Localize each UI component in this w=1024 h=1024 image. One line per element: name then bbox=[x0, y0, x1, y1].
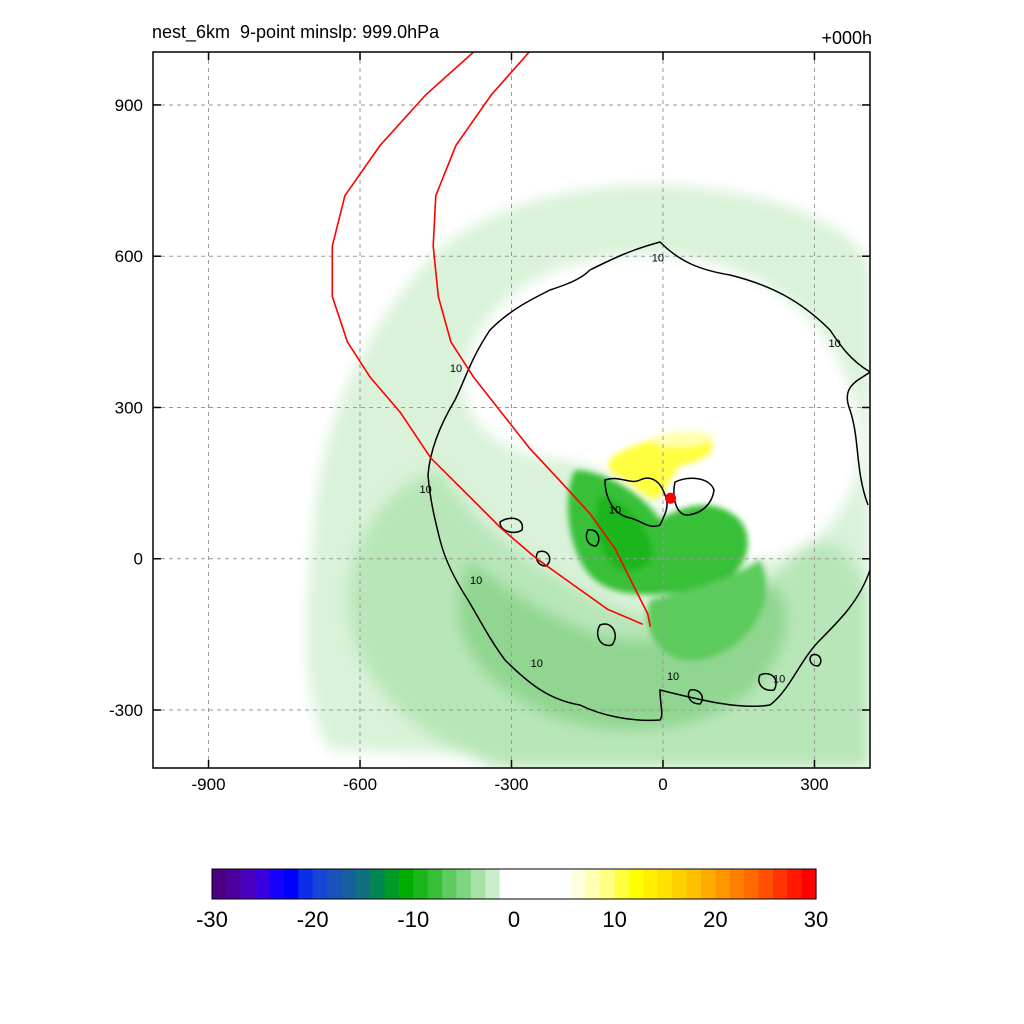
contour-label: 10 bbox=[667, 671, 679, 683]
field-core-pale-yellow bbox=[650, 430, 715, 447]
colorbar-swatch bbox=[456, 869, 472, 899]
colorbar-swatch bbox=[801, 869, 817, 899]
x-tick-label: 0 bbox=[658, 775, 667, 794]
colorbar-swatch bbox=[514, 869, 529, 899]
colorbar-swatch bbox=[744, 869, 760, 899]
contour-10-main bbox=[427, 241, 870, 722]
contour-10-blob-a bbox=[499, 517, 524, 534]
y-tick-label: -300 bbox=[109, 701, 143, 720]
x-tick-label: 300 bbox=[800, 775, 828, 794]
contour-label: 10 bbox=[420, 484, 432, 496]
colorbar-swatch bbox=[413, 869, 429, 899]
contour-label: 10 bbox=[652, 252, 664, 264]
colorbar-swatch bbox=[772, 869, 788, 899]
colorbar-swatch bbox=[485, 869, 501, 899]
contour-label: 10 bbox=[609, 504, 621, 516]
colorbar-swatch bbox=[312, 869, 328, 899]
colorbar-swatch bbox=[298, 869, 314, 899]
track-line-inner bbox=[432, 52, 652, 627]
colorbar-swatch bbox=[470, 869, 486, 899]
colorbar-swatch bbox=[571, 869, 587, 899]
colorbar-tick-label: 30 bbox=[804, 907, 828, 932]
forecast-hour-label: +000h bbox=[821, 28, 872, 48]
colorbar-swatch bbox=[528, 869, 544, 899]
colorbar-swatch bbox=[657, 869, 673, 899]
contour-label: 10 bbox=[450, 363, 462, 375]
x-tick-label: -300 bbox=[494, 775, 528, 794]
contour-label: 10 bbox=[829, 338, 841, 350]
colorbar-swatch bbox=[542, 869, 558, 899]
colorbar-swatch bbox=[787, 869, 803, 899]
field-core-yellow bbox=[608, 435, 713, 500]
contour-label: 10 bbox=[773, 673, 785, 685]
colorbar-tick-label: -10 bbox=[397, 907, 429, 932]
colorbar-swatch bbox=[212, 869, 227, 899]
colorbar-swatch bbox=[283, 869, 299, 899]
contour-10 bbox=[427, 241, 870, 722]
colorbar-swatch bbox=[700, 869, 716, 899]
y-tick-label: 900 bbox=[115, 96, 143, 115]
colorbar-swatch bbox=[600, 869, 616, 899]
colorbar-swatch bbox=[614, 869, 630, 899]
track-line-outer bbox=[331, 52, 644, 626]
colorbar-swatch bbox=[585, 869, 601, 899]
contour-10-blob-g bbox=[687, 689, 704, 705]
colorbar-tick-label: 0 bbox=[508, 907, 520, 932]
colorbar-swatch bbox=[255, 869, 271, 899]
colorbar-swatch bbox=[341, 869, 357, 899]
colorbar-swatch bbox=[442, 869, 458, 899]
colorbar-swatch bbox=[758, 869, 774, 899]
y-tick-label: 600 bbox=[115, 247, 143, 266]
y-tick-label: 0 bbox=[134, 550, 143, 569]
colorbar-swatch bbox=[643, 869, 659, 899]
colorbar-tick-label: -20 bbox=[297, 907, 329, 932]
colorbar-swatch bbox=[226, 869, 242, 899]
colorbar-swatch bbox=[370, 869, 386, 899]
colorbar-swatch bbox=[427, 869, 443, 899]
colorbar-tick-label: -30 bbox=[196, 907, 228, 932]
contour-10-blob-e bbox=[758, 673, 777, 691]
filled-contour-field bbox=[307, 185, 870, 768]
track-lines bbox=[331, 52, 652, 627]
colorbar-swatch bbox=[269, 869, 285, 899]
colorbar-tick-label: 10 bbox=[602, 907, 626, 932]
contour-10-core-east bbox=[673, 477, 715, 516]
center-marker-layer bbox=[665, 492, 677, 504]
field-core-green-dark bbox=[596, 495, 653, 571]
colorbar-swatch bbox=[686, 869, 702, 899]
contour-label: 10 bbox=[531, 658, 543, 670]
colorbar-swatch bbox=[355, 869, 371, 899]
y-tick-label: 300 bbox=[115, 398, 143, 417]
chart-title: nest_6km 9-point minslp: 999.0hPa bbox=[152, 22, 440, 42]
contour-10-blob-d bbox=[596, 623, 616, 647]
colorbar-swatch bbox=[499, 869, 515, 899]
colorbar-tick-label: 20 bbox=[703, 907, 727, 932]
x-tick-label: -900 bbox=[192, 775, 226, 794]
colorbar-swatch bbox=[729, 869, 745, 899]
center-marker bbox=[665, 492, 677, 504]
colorbar-swatch bbox=[557, 869, 573, 899]
contour-10-blob-b bbox=[585, 529, 600, 547]
colorbar-swatch bbox=[384, 869, 400, 899]
colorbar-swatch bbox=[672, 869, 688, 899]
colorbar-frame bbox=[211, 868, 817, 900]
contour-label: 10 bbox=[470, 575, 482, 587]
colorbar-swatch bbox=[240, 869, 256, 899]
colorbar-swatch bbox=[715, 869, 731, 899]
x-tick-label: -600 bbox=[343, 775, 377, 794]
contour-labels: 10 10 10 10 10 10 10 10 10 bbox=[420, 252, 841, 685]
colorbar-swatch bbox=[327, 869, 343, 899]
contour-10-core bbox=[604, 477, 668, 528]
field-southeast-green bbox=[647, 560, 767, 661]
colorbar-swatch bbox=[398, 869, 414, 899]
colorbar: -30 -20 -10 0 10 20 30 bbox=[196, 868, 828, 932]
axes: -900 -600 -300 0 300 -300 0 300 600 900 bbox=[109, 52, 870, 794]
field-south-band bbox=[458, 560, 787, 730]
contour-10-blob-f bbox=[809, 653, 822, 667]
colorbar-swatch bbox=[629, 869, 645, 899]
